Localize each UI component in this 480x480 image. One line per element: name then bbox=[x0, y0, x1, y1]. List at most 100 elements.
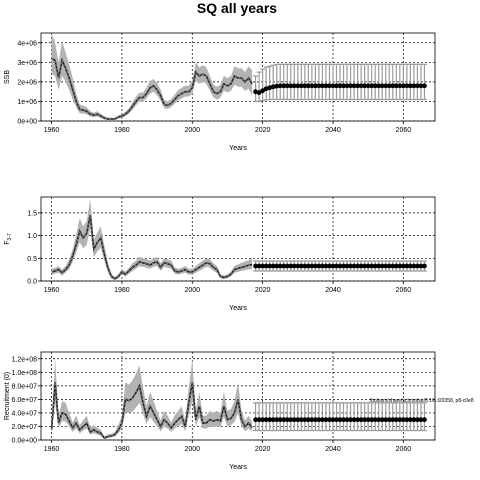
projection-point bbox=[316, 263, 322, 269]
x-tick-label: 2020 bbox=[255, 127, 271, 134]
x-tick-label: 2060 bbox=[396, 287, 412, 294]
projection-point bbox=[263, 263, 269, 269]
x-tick-label: 2000 bbox=[184, 446, 200, 453]
confidence-band bbox=[51, 33, 253, 120]
projection-point bbox=[379, 417, 385, 423]
projection-point bbox=[383, 263, 389, 269]
projection-point bbox=[397, 263, 403, 269]
projection-point bbox=[362, 263, 368, 269]
projection-point bbox=[365, 83, 371, 89]
projection-point bbox=[253, 263, 258, 269]
projection-point bbox=[298, 83, 304, 89]
projection-point bbox=[404, 263, 410, 269]
projection-point bbox=[386, 83, 392, 89]
projection-point bbox=[281, 417, 287, 423]
projection-point bbox=[334, 263, 339, 269]
y-tick-label: 3e+06 bbox=[17, 60, 37, 67]
plot-frame bbox=[40, 196, 436, 282]
projection-point bbox=[348, 83, 353, 89]
projection-point bbox=[320, 83, 325, 89]
x-tick-label: 2060 bbox=[396, 446, 412, 453]
projection-point bbox=[334, 83, 339, 89]
projection-point bbox=[400, 417, 406, 423]
panel-f: 1960 1980 2000 2020 2040 2060 0.0 0.5 1.0 1.5 Year… bbox=[4, 196, 436, 312]
projection-point bbox=[379, 263, 385, 269]
projection-point bbox=[390, 263, 396, 269]
y-tick-label: 1.0e+08 bbox=[12, 370, 38, 377]
projection-point bbox=[344, 263, 350, 269]
projection-point bbox=[316, 83, 322, 89]
plot-frame bbox=[40, 351, 436, 441]
projection-point bbox=[422, 83, 427, 89]
x-tick-label: 2060 bbox=[396, 127, 412, 134]
projection-point bbox=[376, 417, 382, 423]
projection-point bbox=[305, 263, 311, 269]
projection-point bbox=[277, 417, 283, 423]
projection-point bbox=[393, 83, 399, 89]
projection-point bbox=[390, 417, 396, 423]
projection-point bbox=[376, 263, 382, 269]
x-tick-label: 2040 bbox=[325, 287, 341, 294]
x-tick-label: 1960 bbox=[44, 127, 60, 134]
x-tick-label: 2000 bbox=[184, 127, 200, 134]
projection-point bbox=[260, 417, 266, 423]
y-tick-label: 4.0e+07 bbox=[12, 410, 38, 417]
projection-point bbox=[341, 83, 346, 89]
figure-title: SQ all years bbox=[197, 0, 277, 16]
projection-point bbox=[383, 417, 389, 423]
projection-point bbox=[355, 83, 361, 89]
projection-point bbox=[358, 83, 364, 89]
median-line-dashed bbox=[51, 382, 253, 439]
projection-point bbox=[351, 417, 357, 423]
projection-point bbox=[365, 417, 371, 423]
projection-point bbox=[348, 263, 353, 269]
y-axis-label: SSB bbox=[4, 70, 11, 84]
projection-point bbox=[270, 263, 276, 269]
projection-point bbox=[327, 263, 332, 269]
x-axis-label: Years bbox=[229, 145, 247, 152]
x-tick-label: 2000 bbox=[184, 287, 200, 294]
projection-point bbox=[320, 263, 325, 269]
y-tick-label: 1.0 bbox=[27, 233, 37, 240]
projection-point bbox=[372, 83, 378, 89]
projection-point bbox=[404, 417, 410, 423]
annotation-text: /bolosm/share/schmolse/0.1/h.t20358, p8-… bbox=[370, 398, 474, 404]
x-axis-label: Years bbox=[229, 305, 247, 312]
projection-point bbox=[337, 263, 343, 269]
x-tick-label: 1980 bbox=[114, 446, 130, 453]
projection-point bbox=[386, 417, 392, 423]
projection-point bbox=[337, 83, 343, 89]
projection-point bbox=[284, 263, 290, 269]
projection-point bbox=[362, 417, 368, 423]
projection-point bbox=[365, 263, 371, 269]
projection-point bbox=[274, 417, 280, 423]
projection-point bbox=[411, 263, 417, 269]
x-tick-label: 1960 bbox=[44, 446, 60, 453]
projection-point bbox=[312, 263, 318, 269]
projection-point bbox=[348, 417, 353, 423]
projection-point bbox=[330, 263, 336, 269]
projection-point bbox=[372, 417, 378, 423]
projection-point bbox=[312, 83, 318, 89]
projection-point bbox=[295, 263, 301, 269]
y-tick-label: 1.5 bbox=[27, 210, 37, 217]
projection-point bbox=[263, 417, 269, 423]
x-tick-label: 1980 bbox=[114, 127, 130, 134]
projection-point bbox=[323, 417, 329, 423]
projection-point bbox=[309, 83, 315, 89]
projection-point bbox=[379, 83, 385, 89]
y-axis-label-subscript: 3-7 bbox=[7, 233, 13, 240]
median-line-dashed bbox=[51, 215, 253, 280]
y-axis-label: F3-7 bbox=[4, 233, 13, 245]
projection-point bbox=[369, 417, 375, 423]
y-tick-label: 8.0e+07 bbox=[12, 383, 38, 390]
projection-point bbox=[330, 83, 336, 89]
plot-frame bbox=[40, 32, 436, 122]
y-tick-label: 2.0e+07 bbox=[12, 424, 38, 431]
x-tick-label: 1980 bbox=[114, 287, 130, 294]
projection-point bbox=[323, 263, 329, 269]
projection-point bbox=[355, 417, 361, 423]
projection-point bbox=[309, 417, 315, 423]
projection-point bbox=[383, 83, 389, 89]
